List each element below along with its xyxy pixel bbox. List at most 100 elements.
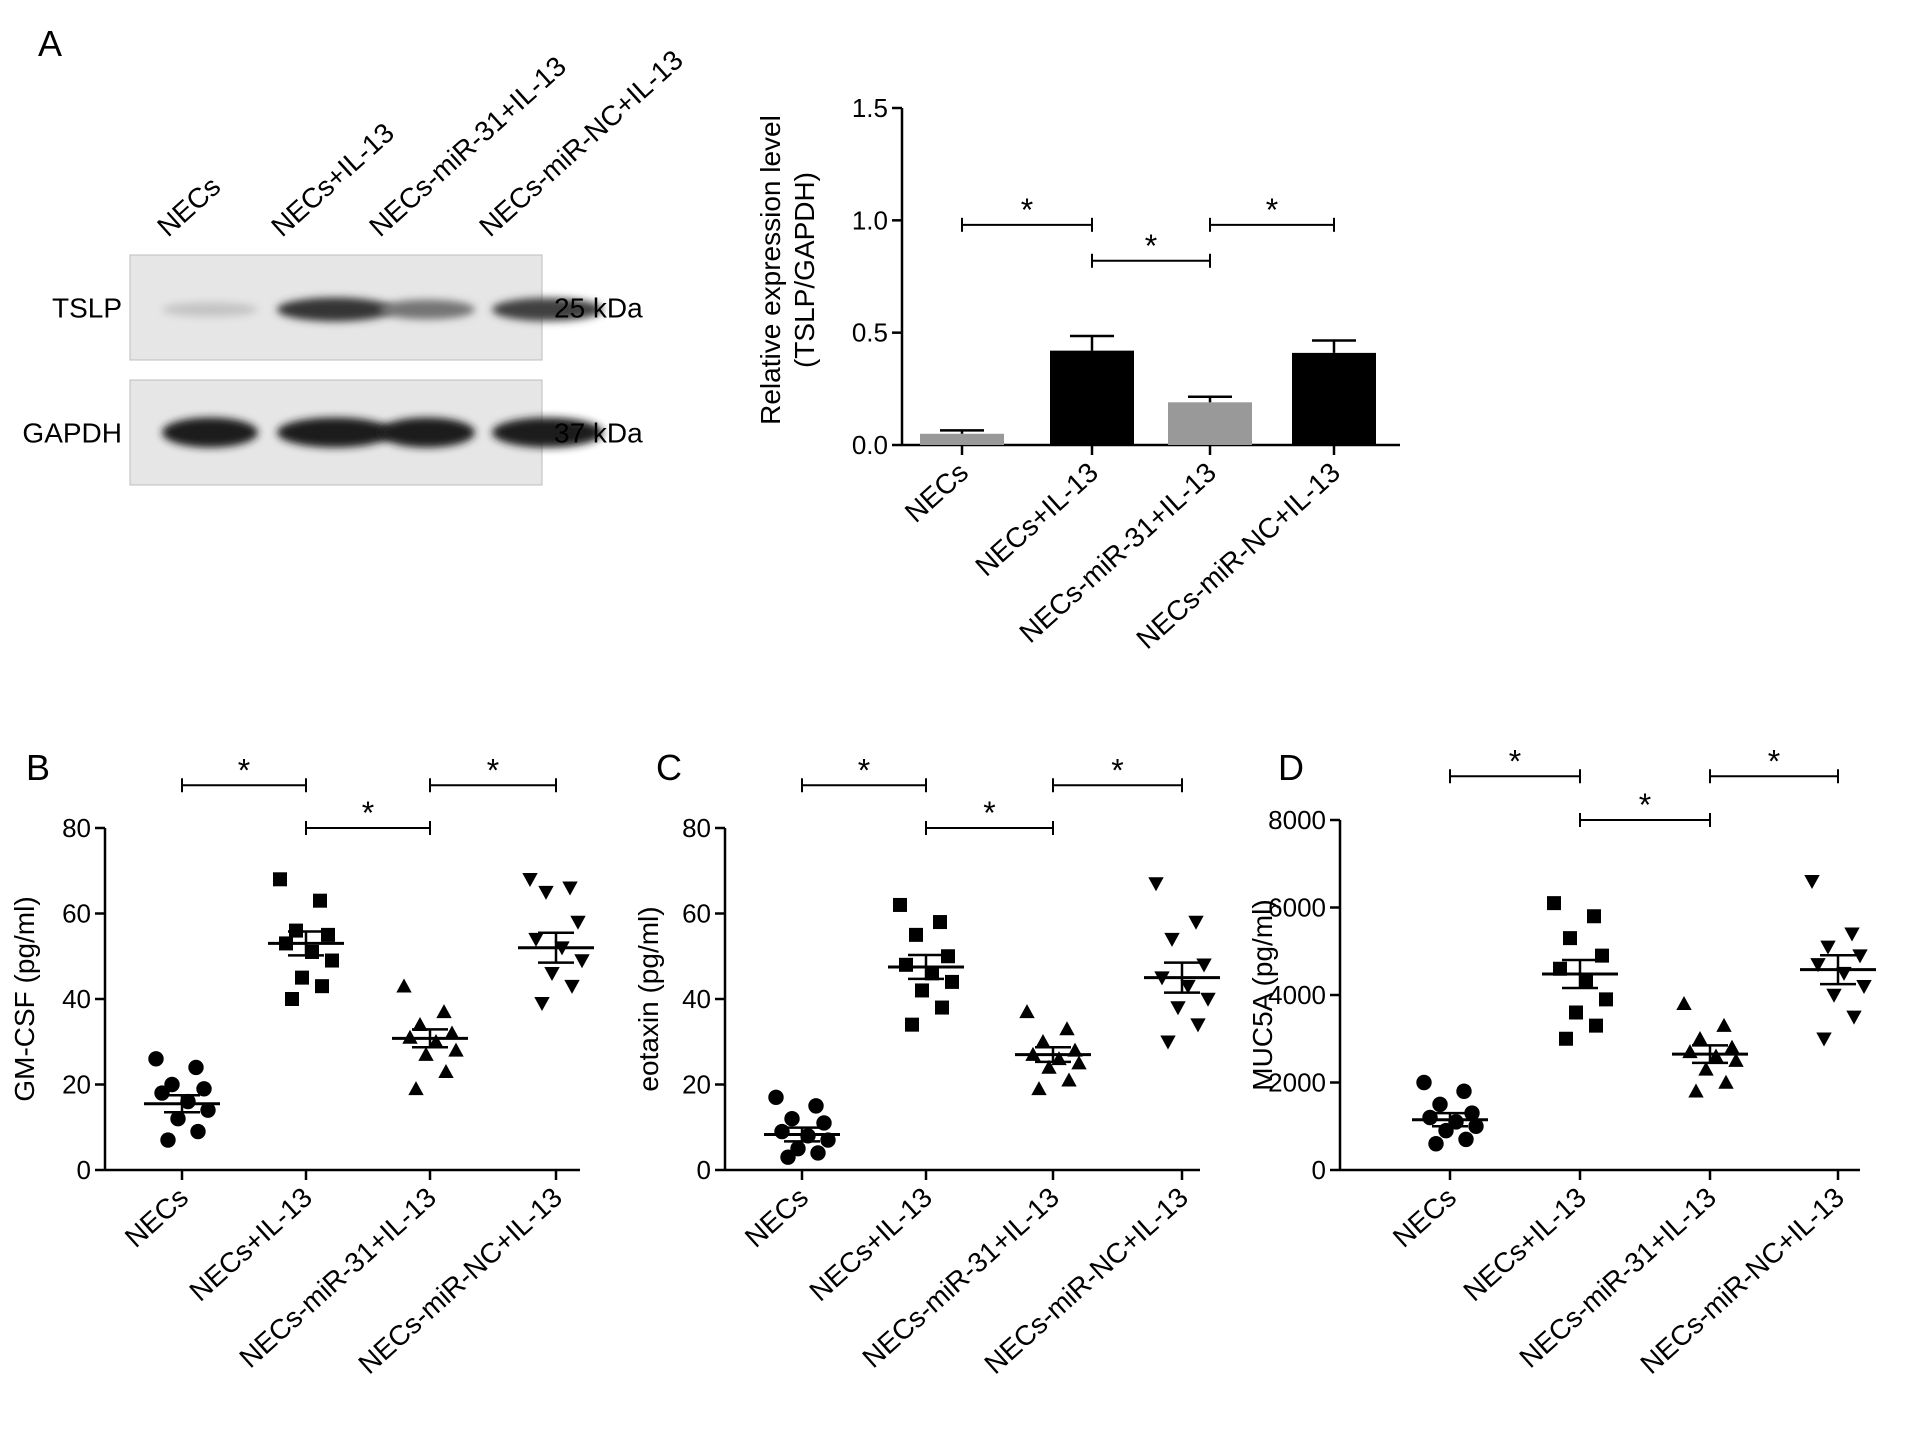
blot-row-label: TSLP (52, 293, 122, 324)
data-point (148, 1051, 164, 1067)
data-point (1718, 1074, 1734, 1089)
data-point (790, 1140, 806, 1157)
data-point (1579, 974, 1593, 989)
data-point (564, 979, 580, 994)
scatter-chart-eotaxin: 020406080NECsNECs+IL-13NECs-miR-31+IL-13… (633, 752, 1220, 1380)
data-point (1035, 1034, 1051, 1049)
x-tick-label: NECs (119, 1181, 194, 1253)
data-point (1428, 1136, 1444, 1152)
data-point (164, 1076, 180, 1093)
scatter-chart-gm-csf: 020406080NECsNECs+IL-13NECs-miR-31+IL-13… (9, 752, 594, 1380)
blot-size-label: 25 kDa (554, 293, 643, 324)
panel-letter-d: D (1278, 747, 1304, 788)
significance-star: * (238, 752, 250, 788)
data-point (315, 979, 329, 994)
data-point (1688, 1083, 1704, 1098)
y-axis-label-line: (TSLP/GAPDH) (789, 172, 820, 368)
x-tick-label: NECs-miR-NC+IL-13 (1130, 456, 1346, 654)
data-point (1724, 1039, 1740, 1054)
data-point (1188, 915, 1204, 930)
data-point (200, 1102, 216, 1118)
data-point (1468, 1118, 1484, 1134)
data-point (1200, 992, 1216, 1007)
blot-band (277, 417, 393, 448)
data-point (1553, 961, 1567, 976)
data-point (170, 1111, 186, 1127)
data-point (285, 992, 299, 1006)
data-point (909, 927, 923, 942)
data-point (1547, 896, 1561, 911)
data-point (1041, 1059, 1057, 1074)
data-point (1196, 958, 1212, 973)
data-point (188, 1059, 204, 1076)
data-point (295, 970, 309, 985)
significance-star: * (1509, 743, 1521, 779)
data-point (1019, 1004, 1035, 1019)
data-point (544, 967, 560, 982)
blot-band (379, 299, 475, 320)
data-point (915, 983, 929, 998)
data-point (321, 927, 335, 942)
panel-letter-b: B (26, 747, 50, 788)
data-point (1458, 1131, 1474, 1148)
y-tick-label: 0 (1312, 1155, 1326, 1185)
data-point (774, 1123, 790, 1140)
data-point (1810, 958, 1826, 973)
y-tick-label: 60 (62, 899, 91, 929)
data-point (1728, 1052, 1744, 1067)
x-tick-label: NECs (1387, 1181, 1462, 1253)
x-tick-label: NECs-miR-NC+IL-13 (352, 1181, 568, 1379)
data-point (313, 893, 327, 908)
data-point (945, 974, 959, 989)
significance-star: * (1639, 787, 1651, 823)
data-point (408, 1081, 424, 1096)
data-point (538, 885, 554, 900)
data-point (941, 949, 955, 964)
data-point (1160, 1035, 1176, 1050)
data-point (1844, 927, 1860, 942)
data-point (154, 1085, 170, 1101)
blot-band (379, 417, 475, 448)
data-point (933, 915, 947, 930)
significance-star: * (858, 752, 870, 788)
y-axis-label: GM-CSF (pg/ml) (9, 896, 40, 1101)
significance-star: * (1111, 752, 1123, 788)
blot-lane-label: NECs (151, 170, 226, 242)
data-point (444, 1025, 460, 1040)
y-tick-label: 0 (77, 1155, 91, 1185)
y-tick-label: 2000 (1268, 1068, 1326, 1098)
blot-band (492, 297, 603, 322)
data-point (438, 1063, 454, 1078)
bar (1292, 352, 1376, 445)
data-point (1676, 996, 1692, 1011)
y-tick-label: 80 (62, 813, 91, 843)
data-point (522, 873, 538, 887)
data-point (935, 1000, 949, 1015)
y-tick-label: 0.0 (852, 430, 888, 460)
data-point (1071, 1055, 1087, 1070)
data-point (1059, 1021, 1075, 1036)
data-point (448, 1042, 464, 1057)
data-point (1716, 1017, 1732, 1032)
x-tick-label: NECs (899, 456, 974, 528)
bar (920, 433, 1004, 445)
data-point (562, 881, 578, 896)
y-axis-label: Relative expression level (TSLP/GAPDH) (755, 115, 820, 425)
data-point (196, 1081, 212, 1097)
y-tick-label: 20 (62, 1070, 91, 1100)
y-tick-label: 0.5 (852, 318, 888, 348)
data-point (436, 1004, 452, 1019)
significance-star: * (1768, 743, 1780, 779)
data-point (570, 915, 586, 930)
y-tick-label: 6000 (1268, 893, 1326, 923)
blot-lane-label: NECs-miR-NC+IL-13 (473, 44, 689, 242)
blot-row-label: GAPDH (22, 418, 122, 449)
data-point (180, 1093, 196, 1110)
data-point (925, 966, 939, 981)
data-point (1432, 1096, 1448, 1113)
y-tick-label: 1.5 (852, 93, 888, 123)
data-point (1816, 1032, 1832, 1047)
data-point (396, 978, 412, 993)
data-point (1190, 1018, 1206, 1033)
data-point (1569, 1005, 1583, 1020)
